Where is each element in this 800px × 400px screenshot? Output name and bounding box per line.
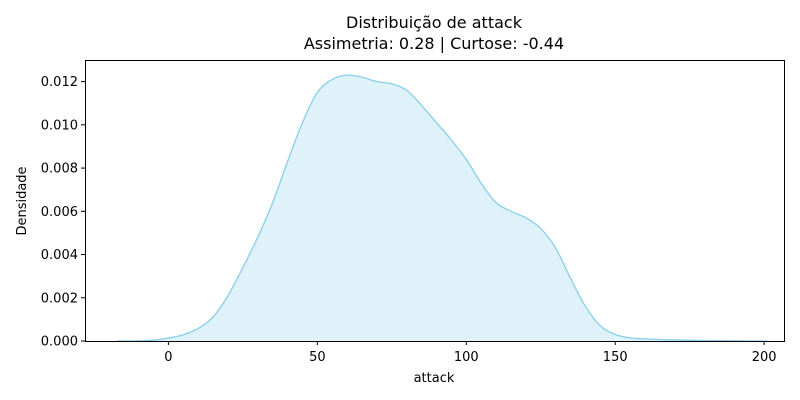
x-tick-label: 100 bbox=[454, 350, 479, 365]
y-tick-label: 0.010 bbox=[41, 118, 78, 133]
y-tick-label: 0.008 bbox=[41, 162, 78, 177]
plot-frame bbox=[85, 60, 785, 342]
x-axis: 0 50 100 150 200 bbox=[164, 341, 777, 365]
x-tick-label: 150 bbox=[603, 350, 628, 365]
x-tick-label: 0 bbox=[164, 350, 172, 365]
chart-title: Distribuição de attack bbox=[346, 13, 523, 32]
y-axis: 0.000 0.002 0.004 0.006 0.008 0.010 0.012 bbox=[41, 75, 85, 350]
plot-area bbox=[117, 74, 768, 342]
density-line bbox=[117, 74, 768, 342]
x-axis-label: attack bbox=[414, 371, 455, 386]
y-tick-label: 0.006 bbox=[41, 205, 78, 220]
y-tick-label: 0.012 bbox=[41, 75, 78, 90]
x-tick-label: 200 bbox=[752, 350, 777, 365]
chart-subtitle: Assimetria: 0.28 | Curtose: -0.44 bbox=[304, 34, 564, 53]
y-tick-label: 0.002 bbox=[41, 291, 78, 306]
density-area bbox=[117, 75, 768, 342]
y-tick-label: 0.000 bbox=[41, 335, 78, 350]
x-tick-label: 50 bbox=[309, 350, 326, 365]
y-tick-label: 0.004 bbox=[41, 248, 78, 263]
y-axis-label: Densidade bbox=[15, 166, 30, 235]
